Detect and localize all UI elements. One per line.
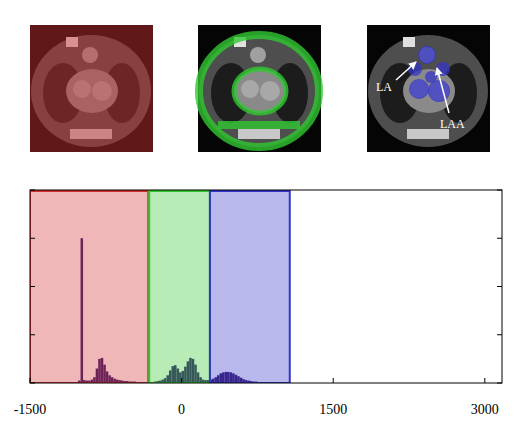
blood-overlay	[408, 62, 422, 76]
ct-aorta	[250, 47, 266, 63]
y-tick	[497, 334, 502, 335]
x-tick-label: 1500	[319, 402, 347, 417]
y-tick	[497, 190, 502, 191]
tissue-overlay	[234, 69, 286, 113]
marks	[30, 191, 290, 383]
plot-area	[30, 190, 502, 383]
air-overlay	[30, 25, 153, 152]
y-tick	[497, 238, 502, 239]
ct-bone	[403, 37, 415, 47]
y-tick	[497, 286, 502, 287]
tissue-overlay	[218, 121, 300, 129]
blood-overlay	[409, 79, 429, 99]
x-tick-label: 0	[178, 402, 185, 417]
hu-range	[30, 191, 148, 383]
ct-background	[30, 25, 153, 152]
arrow	[396, 62, 416, 80]
y-tick	[30, 334, 35, 335]
ct-body	[368, 35, 488, 147]
tissue-overlay	[199, 35, 319, 147]
ct-panel	[30, 25, 153, 152]
ct-panel	[367, 25, 490, 152]
annotation: LAA	[440, 117, 465, 131]
plot-frame	[30, 190, 502, 383]
ct-body	[199, 35, 319, 147]
x-tick-label: -1500	[14, 402, 47, 417]
y-tick	[497, 383, 502, 384]
annotation: LA	[376, 80, 392, 94]
y-tick	[30, 286, 35, 287]
y-tick	[30, 383, 35, 384]
ct-aorta	[419, 47, 435, 63]
x-tick	[30, 378, 31, 383]
x-tick	[181, 378, 182, 383]
y-tick	[30, 238, 35, 239]
ct-chamber	[241, 80, 259, 98]
hu-range	[210, 191, 290, 383]
hu-range	[149, 191, 210, 383]
ct-heart	[234, 69, 286, 113]
ct-background	[367, 25, 490, 152]
x-tick-label: 3000	[471, 402, 499, 417]
ct-chamber	[260, 81, 280, 101]
ct-panel	[198, 25, 321, 152]
blood-overlay	[425, 71, 437, 83]
blood-overlay	[418, 46, 436, 64]
ct-spine	[238, 129, 280, 139]
x-tick	[484, 378, 485, 383]
ct-heart	[403, 69, 455, 113]
x-tick	[333, 378, 334, 383]
arrow	[437, 68, 449, 113]
ct-background	[198, 25, 321, 152]
ct-chamber	[410, 80, 428, 98]
ct-chamber	[429, 81, 449, 101]
blood-overlay	[428, 80, 450, 102]
figure: LA LAA -1500 0 1500 3000	[0, 0, 520, 431]
y-tick	[30, 190, 35, 191]
